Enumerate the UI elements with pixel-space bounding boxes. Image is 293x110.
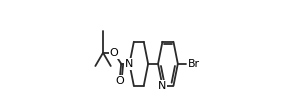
- Text: Br: Br: [188, 59, 200, 69]
- Text: O: O: [115, 76, 124, 86]
- Text: O: O: [110, 48, 118, 58]
- Text: N: N: [125, 59, 134, 69]
- Text: N: N: [158, 81, 167, 91]
- Text: N: N: [125, 59, 134, 69]
